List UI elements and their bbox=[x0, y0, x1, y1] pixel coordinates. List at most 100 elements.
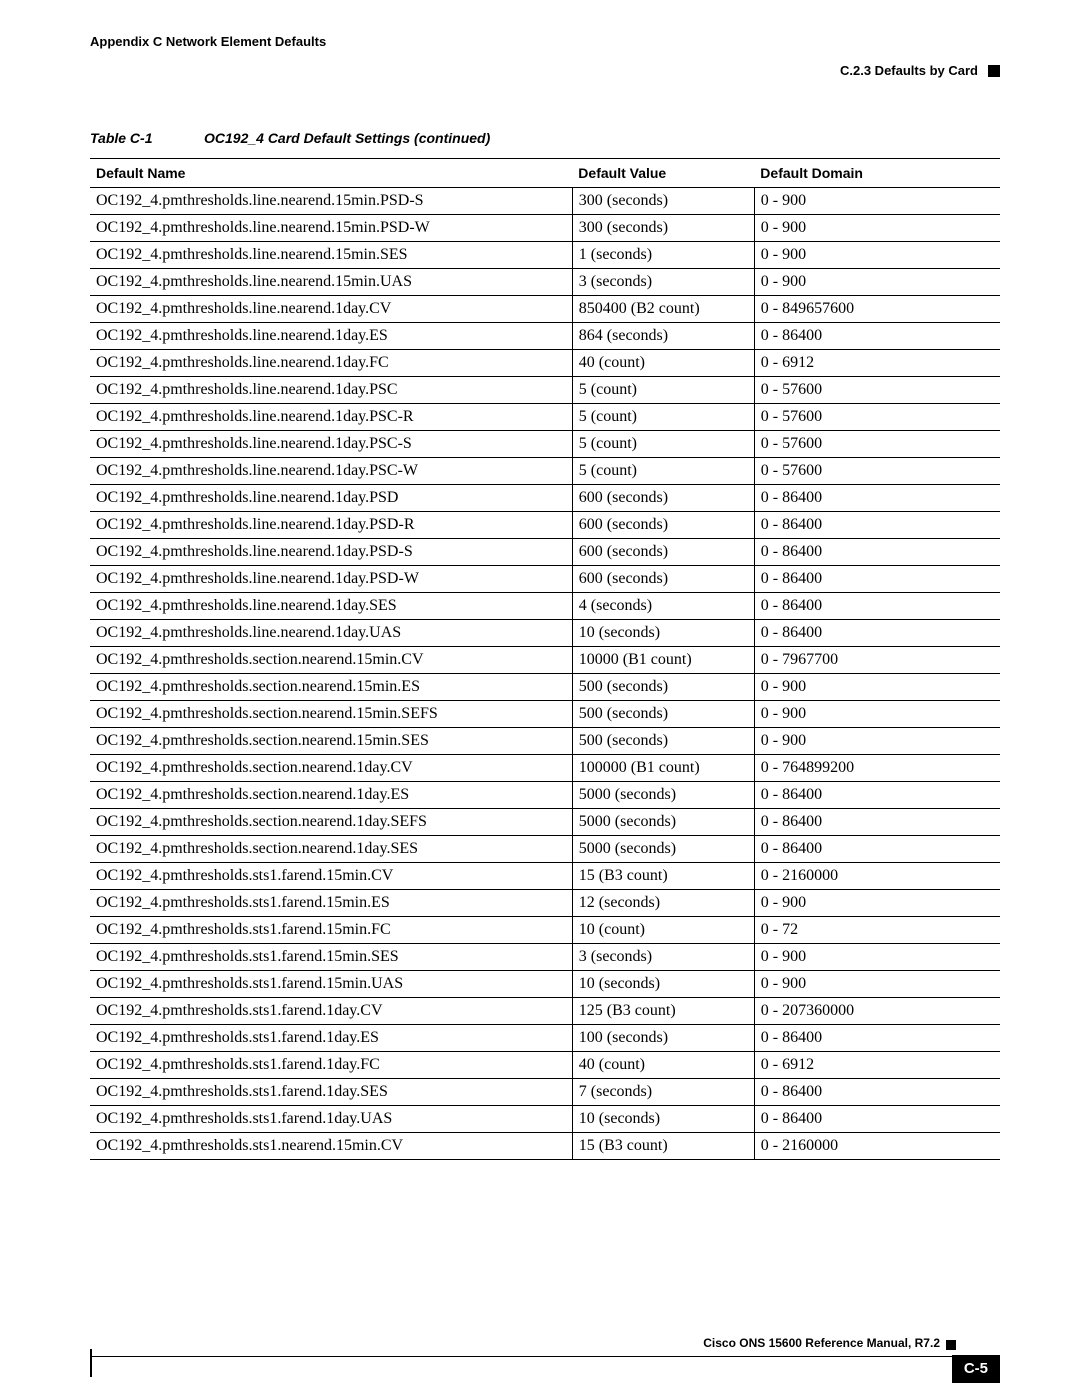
cell-default-domain: 0 - 849657600 bbox=[754, 296, 1000, 323]
cell-default-domain: 0 - 2160000 bbox=[754, 863, 1000, 890]
cell-default-domain: 0 - 57600 bbox=[754, 404, 1000, 431]
table-row: OC192_4.pmthresholds.line.nearend.1day.P… bbox=[90, 377, 1000, 404]
cell-default-name: OC192_4.pmthresholds.sts1.farend.1day.ES bbox=[90, 1025, 572, 1052]
cell-default-value: 7 (seconds) bbox=[572, 1079, 754, 1106]
table-row: OC192_4.pmthresholds.sts1.nearend.15min.… bbox=[90, 1133, 1000, 1160]
cell-default-name: OC192_4.pmthresholds.line.nearend.1day.C… bbox=[90, 296, 572, 323]
cell-default-value: 500 (seconds) bbox=[572, 701, 754, 728]
table-row: OC192_4.pmthresholds.sts1.farend.1day.UA… bbox=[90, 1106, 1000, 1133]
cell-default-value: 864 (seconds) bbox=[572, 323, 754, 350]
cell-default-value: 3 (seconds) bbox=[572, 269, 754, 296]
table-caption-title: OC192_4 Card Default Settings (continued… bbox=[204, 130, 490, 146]
table-row: OC192_4.pmthresholds.sts1.farend.1day.FC… bbox=[90, 1052, 1000, 1079]
cell-default-domain: 0 - 72 bbox=[754, 917, 1000, 944]
cell-default-domain: 0 - 86400 bbox=[754, 836, 1000, 863]
cell-default-domain: 0 - 900 bbox=[754, 188, 1000, 215]
cell-default-value: 40 (count) bbox=[572, 1052, 754, 1079]
footer-square-icon bbox=[946, 1340, 956, 1350]
cell-default-value: 5 (count) bbox=[572, 458, 754, 485]
cell-default-value: 10 (seconds) bbox=[572, 971, 754, 998]
cell-default-value: 5 (count) bbox=[572, 377, 754, 404]
cell-default-name: OC192_4.pmthresholds.sts1.farend.1day.CV bbox=[90, 998, 572, 1025]
page-footer: Cisco ONS 15600 Reference Manual, R7.2 C… bbox=[90, 1356, 1000, 1357]
cell-default-name: OC192_4.pmthresholds.section.nearend.1da… bbox=[90, 836, 572, 863]
cell-default-value: 600 (seconds) bbox=[572, 512, 754, 539]
cell-default-domain: 0 - 57600 bbox=[754, 377, 1000, 404]
table-row: OC192_4.pmthresholds.line.nearend.15min.… bbox=[90, 269, 1000, 296]
cell-default-domain: 0 - 900 bbox=[754, 242, 1000, 269]
cell-default-name: OC192_4.pmthresholds.sts1.farend.15min.C… bbox=[90, 863, 572, 890]
cell-default-domain: 0 - 900 bbox=[754, 674, 1000, 701]
table-row: OC192_4.pmthresholds.sts1.farend.15min.S… bbox=[90, 944, 1000, 971]
cell-default-domain: 0 - 2160000 bbox=[754, 1133, 1000, 1160]
table-caption: Table C-1 OC192_4 Card Default Settings … bbox=[90, 130, 1000, 148]
table-row: OC192_4.pmthresholds.section.nearend.1da… bbox=[90, 809, 1000, 836]
defaults-table: Default Name Default Value Default Domai… bbox=[90, 158, 1000, 1160]
cell-default-name: OC192_4.pmthresholds.line.nearend.15min.… bbox=[90, 242, 572, 269]
cell-default-name: OC192_4.pmthresholds.sts1.farend.15min.E… bbox=[90, 890, 572, 917]
cell-default-name: OC192_4.pmthresholds.sts1.farend.1day.SE… bbox=[90, 1079, 572, 1106]
cell-default-name: OC192_4.pmthresholds.line.nearend.15min.… bbox=[90, 269, 572, 296]
cell-default-name: OC192_4.pmthresholds.section.nearend.1da… bbox=[90, 809, 572, 836]
cell-default-name: OC192_4.pmthresholds.line.nearend.1day.P… bbox=[90, 485, 572, 512]
table-row: OC192_4.pmthresholds.sts1.farend.15min.C… bbox=[90, 863, 1000, 890]
cell-default-value: 5 (count) bbox=[572, 431, 754, 458]
table-row: OC192_4.pmthresholds.line.nearend.1day.P… bbox=[90, 458, 1000, 485]
table-row: OC192_4.pmthresholds.line.nearend.1day.F… bbox=[90, 350, 1000, 377]
cell-default-domain: 0 - 86400 bbox=[754, 593, 1000, 620]
cell-default-domain: 0 - 86400 bbox=[754, 539, 1000, 566]
cell-default-domain: 0 - 900 bbox=[754, 701, 1000, 728]
cell-default-domain: 0 - 57600 bbox=[754, 431, 1000, 458]
cell-default-name: OC192_4.pmthresholds.section.nearend.15m… bbox=[90, 647, 572, 674]
cell-default-name: OC192_4.pmthresholds.line.nearend.1day.P… bbox=[90, 458, 572, 485]
table-row: OC192_4.pmthresholds.line.nearend.1day.S… bbox=[90, 593, 1000, 620]
cell-default-domain: 0 - 900 bbox=[754, 728, 1000, 755]
cell-default-domain: 0 - 900 bbox=[754, 215, 1000, 242]
cell-default-name: OC192_4.pmthresholds.line.nearend.1day.F… bbox=[90, 350, 572, 377]
cell-default-domain: 0 - 57600 bbox=[754, 458, 1000, 485]
table-body: OC192_4.pmthresholds.line.nearend.15min.… bbox=[90, 188, 1000, 1160]
table-row: OC192_4.pmthresholds.line.nearend.1day.P… bbox=[90, 485, 1000, 512]
table-row: OC192_4.pmthresholds.line.nearend.15min.… bbox=[90, 188, 1000, 215]
cell-default-name: OC192_4.pmthresholds.line.nearend.1day.P… bbox=[90, 539, 572, 566]
cell-default-name: OC192_4.pmthresholds.line.nearend.1day.P… bbox=[90, 404, 572, 431]
cell-default-name: OC192_4.pmthresholds.sts1.farend.15min.F… bbox=[90, 917, 572, 944]
table-row: OC192_4.pmthresholds.sts1.farend.1day.CV… bbox=[90, 998, 1000, 1025]
table-row: OC192_4.pmthresholds.line.nearend.1day.P… bbox=[90, 566, 1000, 593]
cell-default-name: OC192_4.pmthresholds.line.nearend.15min.… bbox=[90, 215, 572, 242]
header-square-icon bbox=[988, 65, 1000, 77]
cell-default-value: 500 (seconds) bbox=[572, 674, 754, 701]
table-row: OC192_4.pmthresholds.line.nearend.1day.P… bbox=[90, 539, 1000, 566]
cell-default-value: 5000 (seconds) bbox=[572, 782, 754, 809]
cell-default-value: 125 (B3 count) bbox=[572, 998, 754, 1025]
page-number-badge: C-5 bbox=[952, 1355, 1000, 1383]
col-default-name: Default Name bbox=[90, 159, 572, 188]
cell-default-value: 10 (seconds) bbox=[572, 620, 754, 647]
cell-default-name: OC192_4.pmthresholds.line.nearend.1day.S… bbox=[90, 593, 572, 620]
table-row: OC192_4.pmthresholds.sts1.farend.1day.ES… bbox=[90, 1025, 1000, 1052]
cell-default-value: 40 (count) bbox=[572, 350, 754, 377]
table-row: OC192_4.pmthresholds.line.nearend.1day.P… bbox=[90, 512, 1000, 539]
cell-default-domain: 0 - 86400 bbox=[754, 323, 1000, 350]
cell-default-domain: 0 - 86400 bbox=[754, 1106, 1000, 1133]
table-row: OC192_4.pmthresholds.sts1.farend.1day.SE… bbox=[90, 1079, 1000, 1106]
table-row: OC192_4.pmthresholds.line.nearend.15min.… bbox=[90, 215, 1000, 242]
table-row: OC192_4.pmthresholds.section.nearend.1da… bbox=[90, 836, 1000, 863]
cell-default-domain: 0 - 900 bbox=[754, 269, 1000, 296]
cell-default-domain: 0 - 900 bbox=[754, 890, 1000, 917]
cell-default-value: 500 (seconds) bbox=[572, 728, 754, 755]
cell-default-name: OC192_4.pmthresholds.line.nearend.1day.E… bbox=[90, 323, 572, 350]
cell-default-value: 15 (B3 count) bbox=[572, 863, 754, 890]
table-header-row: Default Name Default Value Default Domai… bbox=[90, 159, 1000, 188]
cell-default-domain: 0 - 86400 bbox=[754, 809, 1000, 836]
cell-default-value: 5000 (seconds) bbox=[572, 836, 754, 863]
cell-default-value: 5 (count) bbox=[572, 404, 754, 431]
table-caption-number: Table C-1 bbox=[90, 130, 200, 146]
cell-default-domain: 0 - 86400 bbox=[754, 620, 1000, 647]
cell-default-name: OC192_4.pmthresholds.sts1.farend.15min.U… bbox=[90, 971, 572, 998]
cell-default-value: 4 (seconds) bbox=[572, 593, 754, 620]
cell-default-value: 3 (seconds) bbox=[572, 944, 754, 971]
header-right-row: C.2.3 Defaults by Card bbox=[90, 63, 1000, 78]
cell-default-name: OC192_4.pmthresholds.section.nearend.1da… bbox=[90, 782, 572, 809]
table-row: OC192_4.pmthresholds.line.nearend.15min.… bbox=[90, 242, 1000, 269]
